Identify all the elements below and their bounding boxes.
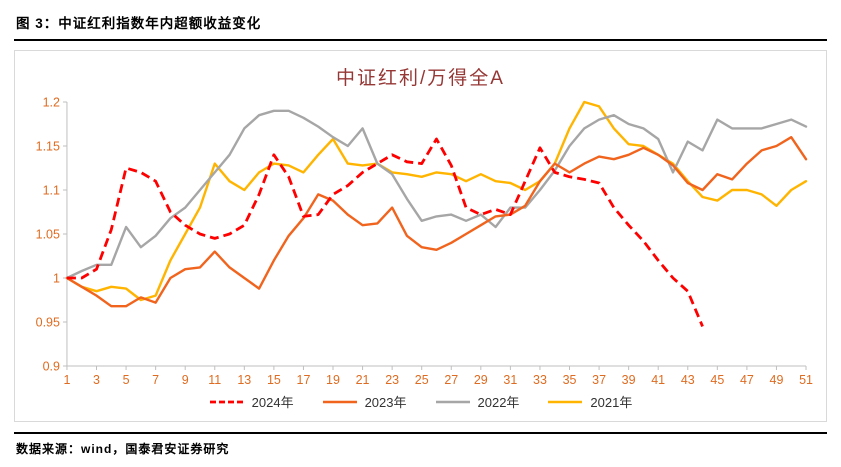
x-tick-label: 49 (770, 373, 784, 387)
x-tick-label: 47 (740, 373, 754, 387)
x-tick-label: 33 (533, 373, 547, 387)
legend-label: 2021年 (590, 395, 633, 410)
series-line-2023年 (65, 136, 808, 308)
x-tick-label: 7 (152, 373, 159, 387)
legend-item-2024年: 2024年 (209, 392, 294, 411)
legend-label: 2024年 (251, 395, 294, 410)
x-tick-label: 43 (681, 373, 695, 387)
x-tick-label: 21 (356, 373, 370, 387)
y-tick-label: 1.2 (43, 95, 60, 109)
chart-container: 中证红利/万得全A 0.9 0.95 1 1.05 1.1 1.15 1.2 1 3 5 7 9 11 1… (14, 50, 827, 422)
x-tick-label: 51 (799, 373, 813, 387)
legend-label: 2023年 (364, 395, 407, 410)
chart-title: 中证红利/万得全A (336, 68, 505, 89)
x-tick-label: 29 (474, 373, 488, 387)
x-tick-label: 31 (503, 373, 517, 387)
x-tick-label: 3 (93, 373, 100, 387)
x-tick-label: 37 (592, 373, 606, 387)
series-line-2024年 (66, 137, 704, 327)
x-tick-label: 23 (385, 373, 399, 387)
legend-item-2023年: 2023年 (322, 392, 407, 411)
x-tick-label: 25 (415, 373, 429, 387)
y-tick-label: 1.05 (36, 227, 60, 241)
y-tick-label: 1.15 (36, 139, 60, 153)
chart-legend: 2024年 2023年 2022年 2021年 (21, 392, 820, 419)
x-tick-label: 45 (710, 373, 724, 387)
x-tick-label: 27 (444, 373, 458, 387)
y-tick-label: 0.9 (43, 359, 60, 373)
x-tick-label: 17 (297, 373, 311, 387)
x-tick-label: 1 (63, 373, 70, 387)
x-tick-label: 9 (182, 373, 189, 387)
x-tick-label: 5 (123, 373, 130, 387)
figure-caption: 图 3：中证红利指数年内超额收益变化 (14, 8, 827, 41)
x-tick-label: 35 (563, 373, 577, 387)
legend-line-swatch (209, 400, 244, 403)
y-tick-label: 1 (53, 271, 60, 285)
legend-label: 2022年 (477, 395, 520, 410)
y-tick-label: 1.1 (43, 183, 60, 197)
series-line-2021年 (65, 100, 808, 302)
legend-line-swatch (548, 400, 583, 403)
legend-line-swatch (435, 400, 470, 403)
x-tick-label: 41 (651, 373, 665, 387)
legend-line-swatch (322, 400, 357, 403)
series-line-2022年 (65, 109, 808, 280)
x-tick-label: 39 (622, 373, 636, 387)
y-tick-label: 0.95 (36, 315, 60, 329)
data-source: 数据来源：wind，国泰君安证券研究 (14, 432, 827, 463)
legend-item-2022年: 2022年 (435, 392, 520, 411)
x-tick-label: 13 (237, 373, 251, 387)
x-tick-label: 19 (326, 373, 340, 387)
legend-item-2021年: 2021年 (547, 392, 632, 411)
x-tick-label: 11 (208, 373, 221, 387)
x-tick-label: 15 (267, 373, 281, 387)
